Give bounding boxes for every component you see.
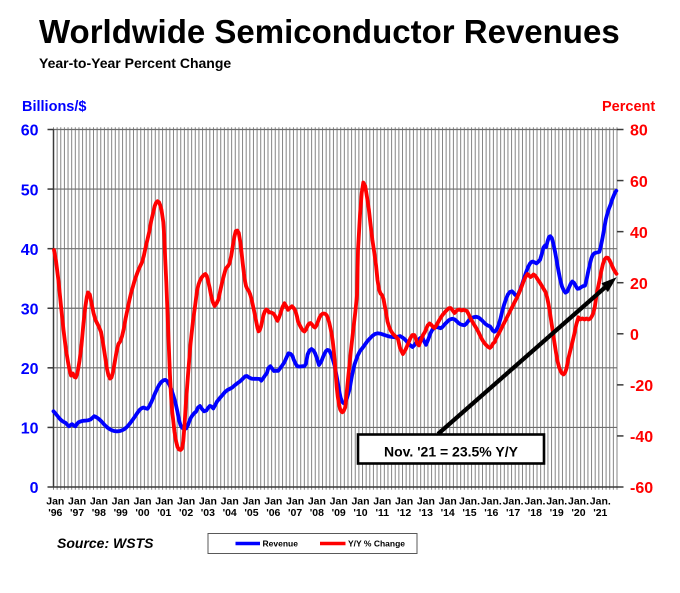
svg-text:Jan.: Jan. xyxy=(524,496,545,508)
svg-text:'96: '96 xyxy=(48,507,62,519)
svg-text:Y/Y % Change: Y/Y % Change xyxy=(348,539,405,549)
svg-text:Jan: Jan xyxy=(417,496,435,508)
svg-text:Jan: Jan xyxy=(221,496,239,508)
svg-text:Jan: Jan xyxy=(330,496,348,508)
svg-text:60: 60 xyxy=(630,174,648,191)
svg-text:'01: '01 xyxy=(157,507,171,519)
svg-text:Jan.: Jan. xyxy=(503,496,524,508)
svg-text:30: 30 xyxy=(21,301,39,318)
svg-text:'04: '04 xyxy=(223,507,237,519)
svg-text:Jan.: Jan. xyxy=(568,496,589,508)
svg-text:-20: -20 xyxy=(630,378,653,395)
svg-text:Year-to-Year Percent Change: Year-to-Year Percent Change xyxy=(39,55,231,71)
svg-text:'00: '00 xyxy=(135,507,149,519)
svg-text:Jan: Jan xyxy=(286,496,304,508)
svg-text:10: 10 xyxy=(21,421,39,438)
svg-text:Percent: Percent xyxy=(602,99,655,115)
svg-text:'08: '08 xyxy=(310,507,324,519)
svg-text:Jan.: Jan. xyxy=(590,496,611,508)
svg-text:Jan: Jan xyxy=(242,496,260,508)
svg-text:'19: '19 xyxy=(550,507,564,519)
svg-text:Jan: Jan xyxy=(177,496,195,508)
svg-text:'20: '20 xyxy=(571,507,585,519)
svg-text:'05: '05 xyxy=(244,507,258,519)
svg-text:Jan: Jan xyxy=(68,496,86,508)
svg-text:20: 20 xyxy=(630,276,648,293)
svg-text:Jan.: Jan. xyxy=(459,496,480,508)
svg-text:'21: '21 xyxy=(593,507,607,519)
svg-text:Nov. '21 = 23.5% Y/Y: Nov. '21 = 23.5% Y/Y xyxy=(384,444,519,460)
svg-text:Jan: Jan xyxy=(199,496,217,508)
svg-text:40: 40 xyxy=(21,242,39,259)
svg-text:'06: '06 xyxy=(266,507,280,519)
svg-text:20: 20 xyxy=(21,361,39,378)
svg-text:-60: -60 xyxy=(630,480,653,497)
svg-text:Jan.: Jan. xyxy=(481,496,502,508)
svg-text:Revenue: Revenue xyxy=(263,539,299,549)
svg-text:Jan: Jan xyxy=(308,496,326,508)
svg-text:'09: '09 xyxy=(332,507,346,519)
svg-text:'16: '16 xyxy=(484,507,498,519)
svg-text:'12: '12 xyxy=(397,507,411,519)
svg-text:Jan: Jan xyxy=(395,496,413,508)
svg-text:'03: '03 xyxy=(201,507,215,519)
svg-text:0: 0 xyxy=(30,480,39,497)
svg-text:Jan: Jan xyxy=(351,496,369,508)
svg-text:Source: WSTS: Source: WSTS xyxy=(57,535,154,551)
svg-text:Jan: Jan xyxy=(155,496,173,508)
svg-text:'13: '13 xyxy=(419,507,433,519)
svg-text:50: 50 xyxy=(21,182,39,199)
svg-text:0: 0 xyxy=(630,327,639,344)
svg-text:'02: '02 xyxy=(179,507,193,519)
svg-text:'99: '99 xyxy=(114,507,128,519)
svg-text:Jan: Jan xyxy=(264,496,282,508)
svg-text:'98: '98 xyxy=(92,507,106,519)
svg-text:-40: -40 xyxy=(630,429,653,446)
svg-text:'14: '14 xyxy=(441,507,455,519)
svg-text:'11: '11 xyxy=(375,507,389,519)
svg-text:Billions/$: Billions/$ xyxy=(22,99,86,115)
svg-text:'18: '18 xyxy=(528,507,542,519)
svg-text:Jan.: Jan. xyxy=(546,496,567,508)
svg-text:Worldwide Semiconductor Revenu: Worldwide Semiconductor Revenues xyxy=(39,13,620,50)
svg-text:'10: '10 xyxy=(353,507,367,519)
svg-text:'97: '97 xyxy=(70,507,84,519)
svg-text:Jan: Jan xyxy=(439,496,457,508)
svg-text:Jan: Jan xyxy=(90,496,108,508)
svg-text:'07: '07 xyxy=(288,507,302,519)
svg-text:Jan: Jan xyxy=(133,496,151,508)
svg-text:Jan: Jan xyxy=(46,496,64,508)
svg-text:80: 80 xyxy=(630,123,648,140)
svg-text:'17: '17 xyxy=(506,507,520,519)
svg-text:60: 60 xyxy=(21,123,39,140)
svg-text:40: 40 xyxy=(630,225,648,242)
svg-text:'15: '15 xyxy=(462,507,476,519)
svg-text:Jan: Jan xyxy=(112,496,130,508)
svg-text:Jan: Jan xyxy=(373,496,391,508)
